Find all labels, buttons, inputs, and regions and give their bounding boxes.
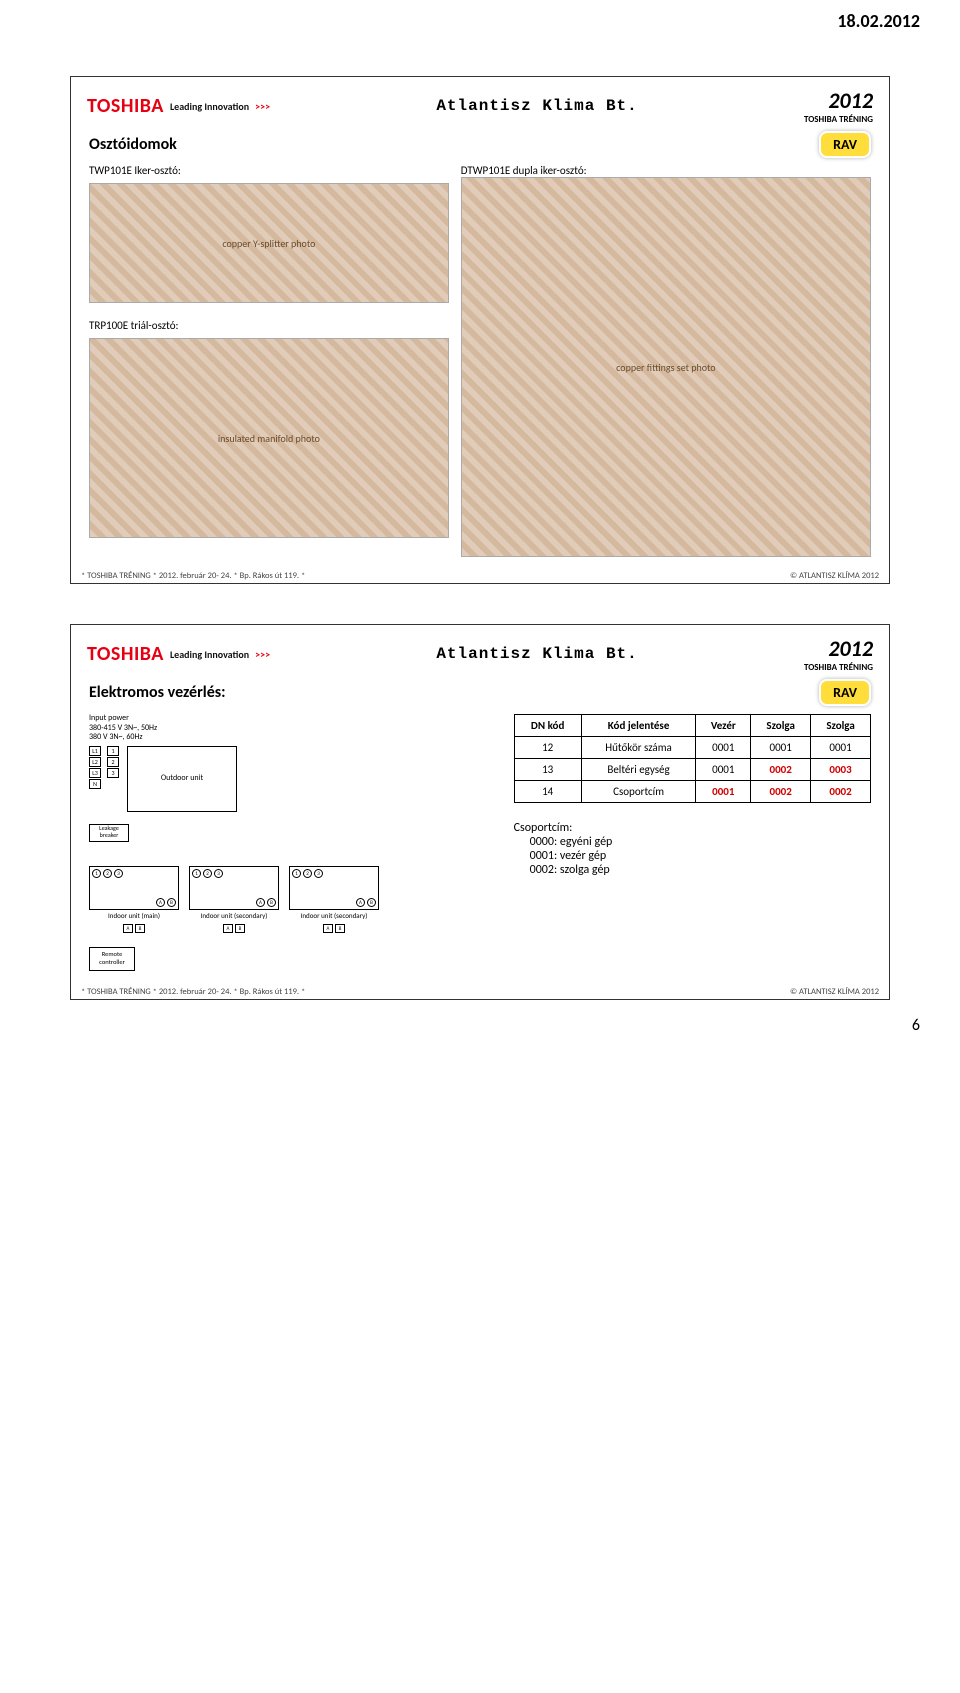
indoor-unit-main: 123 AB Indoor unit (main) AB <box>89 866 179 933</box>
table-cell: 0001 <box>811 737 871 759</box>
slide2-title: Elektromos vezérlés: <box>89 683 226 702</box>
diagram-input-power: Input power 380-415 V 3N~, 50Hz 380 V 3N… <box>89 714 496 743</box>
label-input-power: Input power <box>89 713 129 723</box>
terminal-block: L1 L2 L3 N <box>89 746 101 789</box>
rav-badge: RAV <box>819 131 871 158</box>
brand-chevron-icon-2: >>> <box>255 648 270 661</box>
year-sub: TOSHIBA TRÉNING <box>804 114 873 125</box>
slide-header-2: TOSHIBA Leading Innovation >>> Atlantisz… <box>81 633 879 675</box>
table-cell: 12 <box>514 737 581 759</box>
label-dtwp: DTWP101E dupla iker-osztó: <box>461 164 871 177</box>
label-volt1: 380-415 V 3N~, 50Hz <box>89 723 157 733</box>
table-row: 14Csoportcím000100020002 <box>514 781 870 803</box>
table-cell: 0001 <box>696 759 751 781</box>
image-trial-splitter: insulated manifold photo <box>89 338 449 538</box>
table-cell: 0002 <box>751 781 811 803</box>
slide2-right-block: DN kódKód jelentéseVezérSzolgaSzolga 12H… <box>514 714 871 971</box>
slide1-left-col: TWP101E Iker-osztó: copper Y-splitter ph… <box>89 164 449 557</box>
table-header: DN kód <box>514 715 581 737</box>
brand-logo: TOSHIBA <box>87 94 164 118</box>
slide2-footer: * TOSHIBA TRÉNING * 2012. február 20- 24… <box>71 987 889 997</box>
table-header: Szolga <box>751 715 811 737</box>
terminal: N <box>89 779 101 789</box>
page-date: 18.02.2012 <box>0 0 960 36</box>
remote-controller: Remote controller <box>89 947 135 971</box>
page-number: 6 <box>0 1010 960 1035</box>
terminal: L1 <box>89 746 101 756</box>
partner-logo: Atlantisz Klima Bt. <box>436 97 637 115</box>
footer-left-2: * TOSHIBA TRÉNING * 2012. február 20- 24… <box>81 987 305 997</box>
year-2: 2012 <box>804 635 873 662</box>
brand-block: TOSHIBA Leading Innovation >>> <box>87 94 270 118</box>
brand-logo-2: TOSHIBA <box>87 642 164 666</box>
slide1-content: TWP101E Iker-osztó: copper Y-splitter ph… <box>81 160 879 561</box>
year-sub-2: TOSHIBA TRÉNING <box>804 662 873 673</box>
outdoor-unit-box: Outdoor unit <box>127 746 237 812</box>
table-cell: Csoportcím <box>581 781 696 803</box>
table-cell: 0002 <box>811 781 871 803</box>
table-cell: 13 <box>514 759 581 781</box>
table-cell: Hűtőkör száma <box>581 737 696 759</box>
group-line-2: 0001: vezér gép <box>530 849 871 863</box>
table-cell: 0003 <box>811 759 871 781</box>
diagram-outdoor-row: L1 L2 L3 N 1 2 3 Outdoor unit <box>89 746 496 812</box>
terminal: L3 <box>89 768 101 778</box>
year: 2012 <box>804 87 873 114</box>
terminal: L2 <box>89 757 101 767</box>
brand-tagline: Leading Innovation <box>170 100 249 113</box>
year-block-2: 2012 TOSHIBA TRÉNING <box>804 635 873 673</box>
slide-2: TOSHIBA Leading Innovation >>> Atlantisz… <box>70 624 890 1000</box>
indoor-units-row: 123 AB Indoor unit (main) AB 123 AB Indo… <box>89 866 496 933</box>
brand-block-2: TOSHIBA Leading Innovation >>> <box>87 642 270 666</box>
partner-logo-2: Atlantisz Klima Bt. <box>436 645 637 663</box>
table-header: Vezér <box>696 715 751 737</box>
rav-badge-2: RAV <box>819 679 871 706</box>
indoor-sec-label-2: Indoor unit (secondary) <box>301 912 368 920</box>
group-title: Csoportcím: <box>514 821 871 835</box>
image-twin-splitter: copper Y-splitter photo <box>89 183 449 303</box>
table-cell: 0001 <box>751 737 811 759</box>
table-cell: 0001 <box>696 737 751 759</box>
dn-code-table: DN kódKód jelentéseVezérSzolgaSzolga 12H… <box>514 714 871 803</box>
indoor-main-label: Indoor unit (main) <box>108 912 160 920</box>
table-row: 13Beltéri egység000100020003 <box>514 759 870 781</box>
leakage-breaker: Leakage breaker <box>89 824 129 842</box>
footer-right-2: © ATLANTISZ KLÍMA 2012 <box>790 987 879 997</box>
group-line-1: 0000: egyéni gép <box>530 835 871 849</box>
table-cell: Beltéri egység <box>581 759 696 781</box>
terminal: 2 <box>107 757 119 767</box>
terminal: 1 <box>107 746 119 756</box>
title-row: Osztóidomok RAV <box>81 127 879 160</box>
footer-left: * TOSHIBA TRÉNING * 2012. február 20- 24… <box>81 571 305 581</box>
wiring-diagram: Input power 380-415 V 3N~, 50Hz 380 V 3N… <box>89 714 496 971</box>
label-trp: TRP100E triál-osztó: <box>89 319 449 332</box>
terminal: 3 <box>107 768 119 778</box>
group-line-3: 0002: szolga gép <box>530 863 871 877</box>
indoor-unit-sec-2: 123 AB Indoor unit (secondary) AB <box>289 866 379 933</box>
footer-right: © ATLANTISZ KLÍMA 2012 <box>790 571 879 581</box>
image-double-twin-splitter: copper fittings set photo <box>461 177 871 557</box>
group-caption: Csoportcím: 0000: egyéni gép 0001: vezér… <box>514 821 871 877</box>
table-header: Kód jelentése <box>581 715 696 737</box>
slide1-right-col: DTWP101E dupla iker-osztó: copper fittin… <box>461 164 871 557</box>
brand-chevron-icon: >>> <box>255 100 270 113</box>
indoor-unit-sec-1: 123 AB Indoor unit (secondary) AB <box>189 866 279 933</box>
slide-header: TOSHIBA Leading Innovation >>> Atlantisz… <box>81 85 879 127</box>
table-cell: 0001 <box>696 781 751 803</box>
title-row-2: Elektromos vezérlés: RAV <box>81 675 879 708</box>
indoor-sec-label-1: Indoor unit (secondary) <box>201 912 268 920</box>
label-twp: TWP101E Iker-osztó: <box>89 164 449 177</box>
table-cell: 14 <box>514 781 581 803</box>
slide2-content: Input power 380-415 V 3N~, 50Hz 380 V 3N… <box>81 708 879 977</box>
brand-tagline-2: Leading Innovation <box>170 648 249 661</box>
table-row: 12Hűtőkör száma000100010001 <box>514 737 870 759</box>
label-volt2: 380 V 3N~, 60Hz <box>89 732 143 742</box>
table-header: Szolga <box>811 715 871 737</box>
slide1-footer: * TOSHIBA TRÉNING * 2012. február 20- 24… <box>71 571 889 581</box>
table-cell: 0002 <box>751 759 811 781</box>
slide1-title: Osztóidomok <box>89 135 177 154</box>
year-block: 2012 TOSHIBA TRÉNING <box>804 87 873 125</box>
slide-1: TOSHIBA Leading Innovation >>> Atlantisz… <box>70 76 890 584</box>
